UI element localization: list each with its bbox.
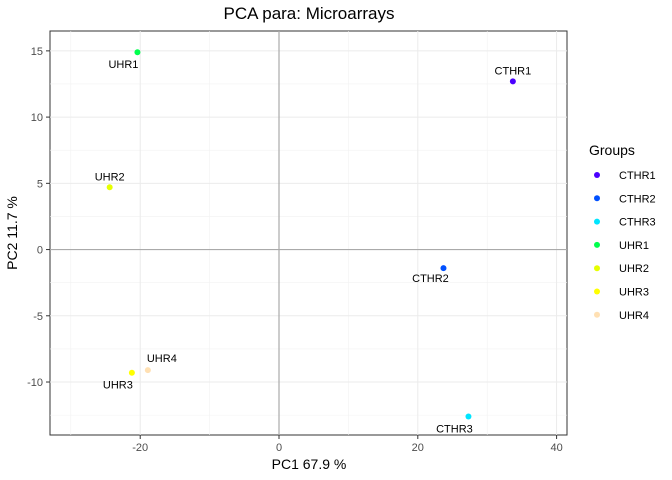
y-tick-label: -5 — [33, 311, 43, 323]
x-axis-ticks: -20 0 20 40 — [132, 435, 563, 454]
legend-label-uhr2: UHR2 — [619, 263, 649, 275]
minor-gridlines — [50, 31, 567, 435]
data-point-uhr2 — [106, 184, 113, 191]
point-label-uhr1: UHR1 — [108, 59, 138, 71]
data-point-uhr3 — [128, 369, 135, 376]
data-point-uhr4 — [144, 367, 151, 374]
legend-label-cthr2: CTHR2 — [619, 193, 656, 205]
x-tick-label: 20 — [412, 442, 424, 454]
y-tick-label: 5 — [37, 178, 43, 190]
legend-title: Groups — [589, 142, 635, 158]
data-point-cthr3 — [465, 413, 472, 420]
legend-label-uhr4: UHR4 — [619, 310, 649, 322]
legend-label-cthr1: CTHR1 — [619, 170, 656, 182]
y-tick-label: 0 — [37, 245, 43, 257]
data-point-cthr2 — [440, 265, 447, 272]
point-label-uhr4: UHR4 — [147, 353, 177, 365]
legend-items: CTHR1 CTHR2 CTHR3 UHR1 UHR2 UHR3 UHR4 — [594, 170, 656, 322]
point-label-uhr2: UHR2 — [95, 171, 125, 183]
chart-title: PCA para: Microarrays — [224, 4, 395, 23]
legend-key-uhr1 — [594, 241, 600, 248]
y-tick-label: 10 — [31, 112, 43, 124]
data-point-cthr1 — [509, 78, 516, 85]
legend-label-uhr3: UHR3 — [619, 287, 649, 299]
y-axis-ticks: -10 -5 0 5 10 15 — [27, 46, 50, 389]
legend-key-cthr1 — [594, 172, 600, 178]
point-label-cthr3: CTHR3 — [436, 423, 473, 435]
x-axis-title: PC1 67.9 % — [272, 456, 347, 472]
data-point-labels: CTHR1 CTHR2 CTHR3 UHR1 UHR2 UHR3 UHR4 — [95, 59, 532, 435]
legend-key-uhr2 — [594, 265, 600, 272]
legend-label-uhr1: UHR1 — [619, 240, 649, 252]
legend: Groups CTHR1 CTHR2 CTHR3 UHR1 UHR2 UHR3 UHR4 — [589, 142, 656, 322]
y-axis-title: PC2 11.7 % — [4, 196, 20, 270]
plot-panel — [49, 30, 568, 436]
y-tick-label: -10 — [27, 377, 43, 389]
legend-label-cthr3: CTHR3 — [619, 217, 656, 229]
legend-key-cthr2 — [594, 195, 600, 202]
y-tick-label: 15 — [31, 46, 43, 58]
point-label-cthr1: CTHR1 — [495, 65, 532, 77]
data-points — [106, 49, 516, 420]
data-point-uhr1 — [134, 49, 141, 56]
legend-key-cthr3 — [594, 218, 600, 225]
point-label-uhr3: UHR3 — [103, 380, 133, 392]
legend-key-uhr3 — [594, 288, 600, 295]
legend-key-uhr4 — [594, 311, 600, 318]
point-label-cthr2: CTHR2 — [412, 273, 449, 285]
x-tick-label: 0 — [276, 442, 282, 454]
x-tick-label: 40 — [550, 442, 562, 454]
x-tick-label: -20 — [132, 442, 148, 454]
zero-reference-lines — [50, 31, 567, 435]
